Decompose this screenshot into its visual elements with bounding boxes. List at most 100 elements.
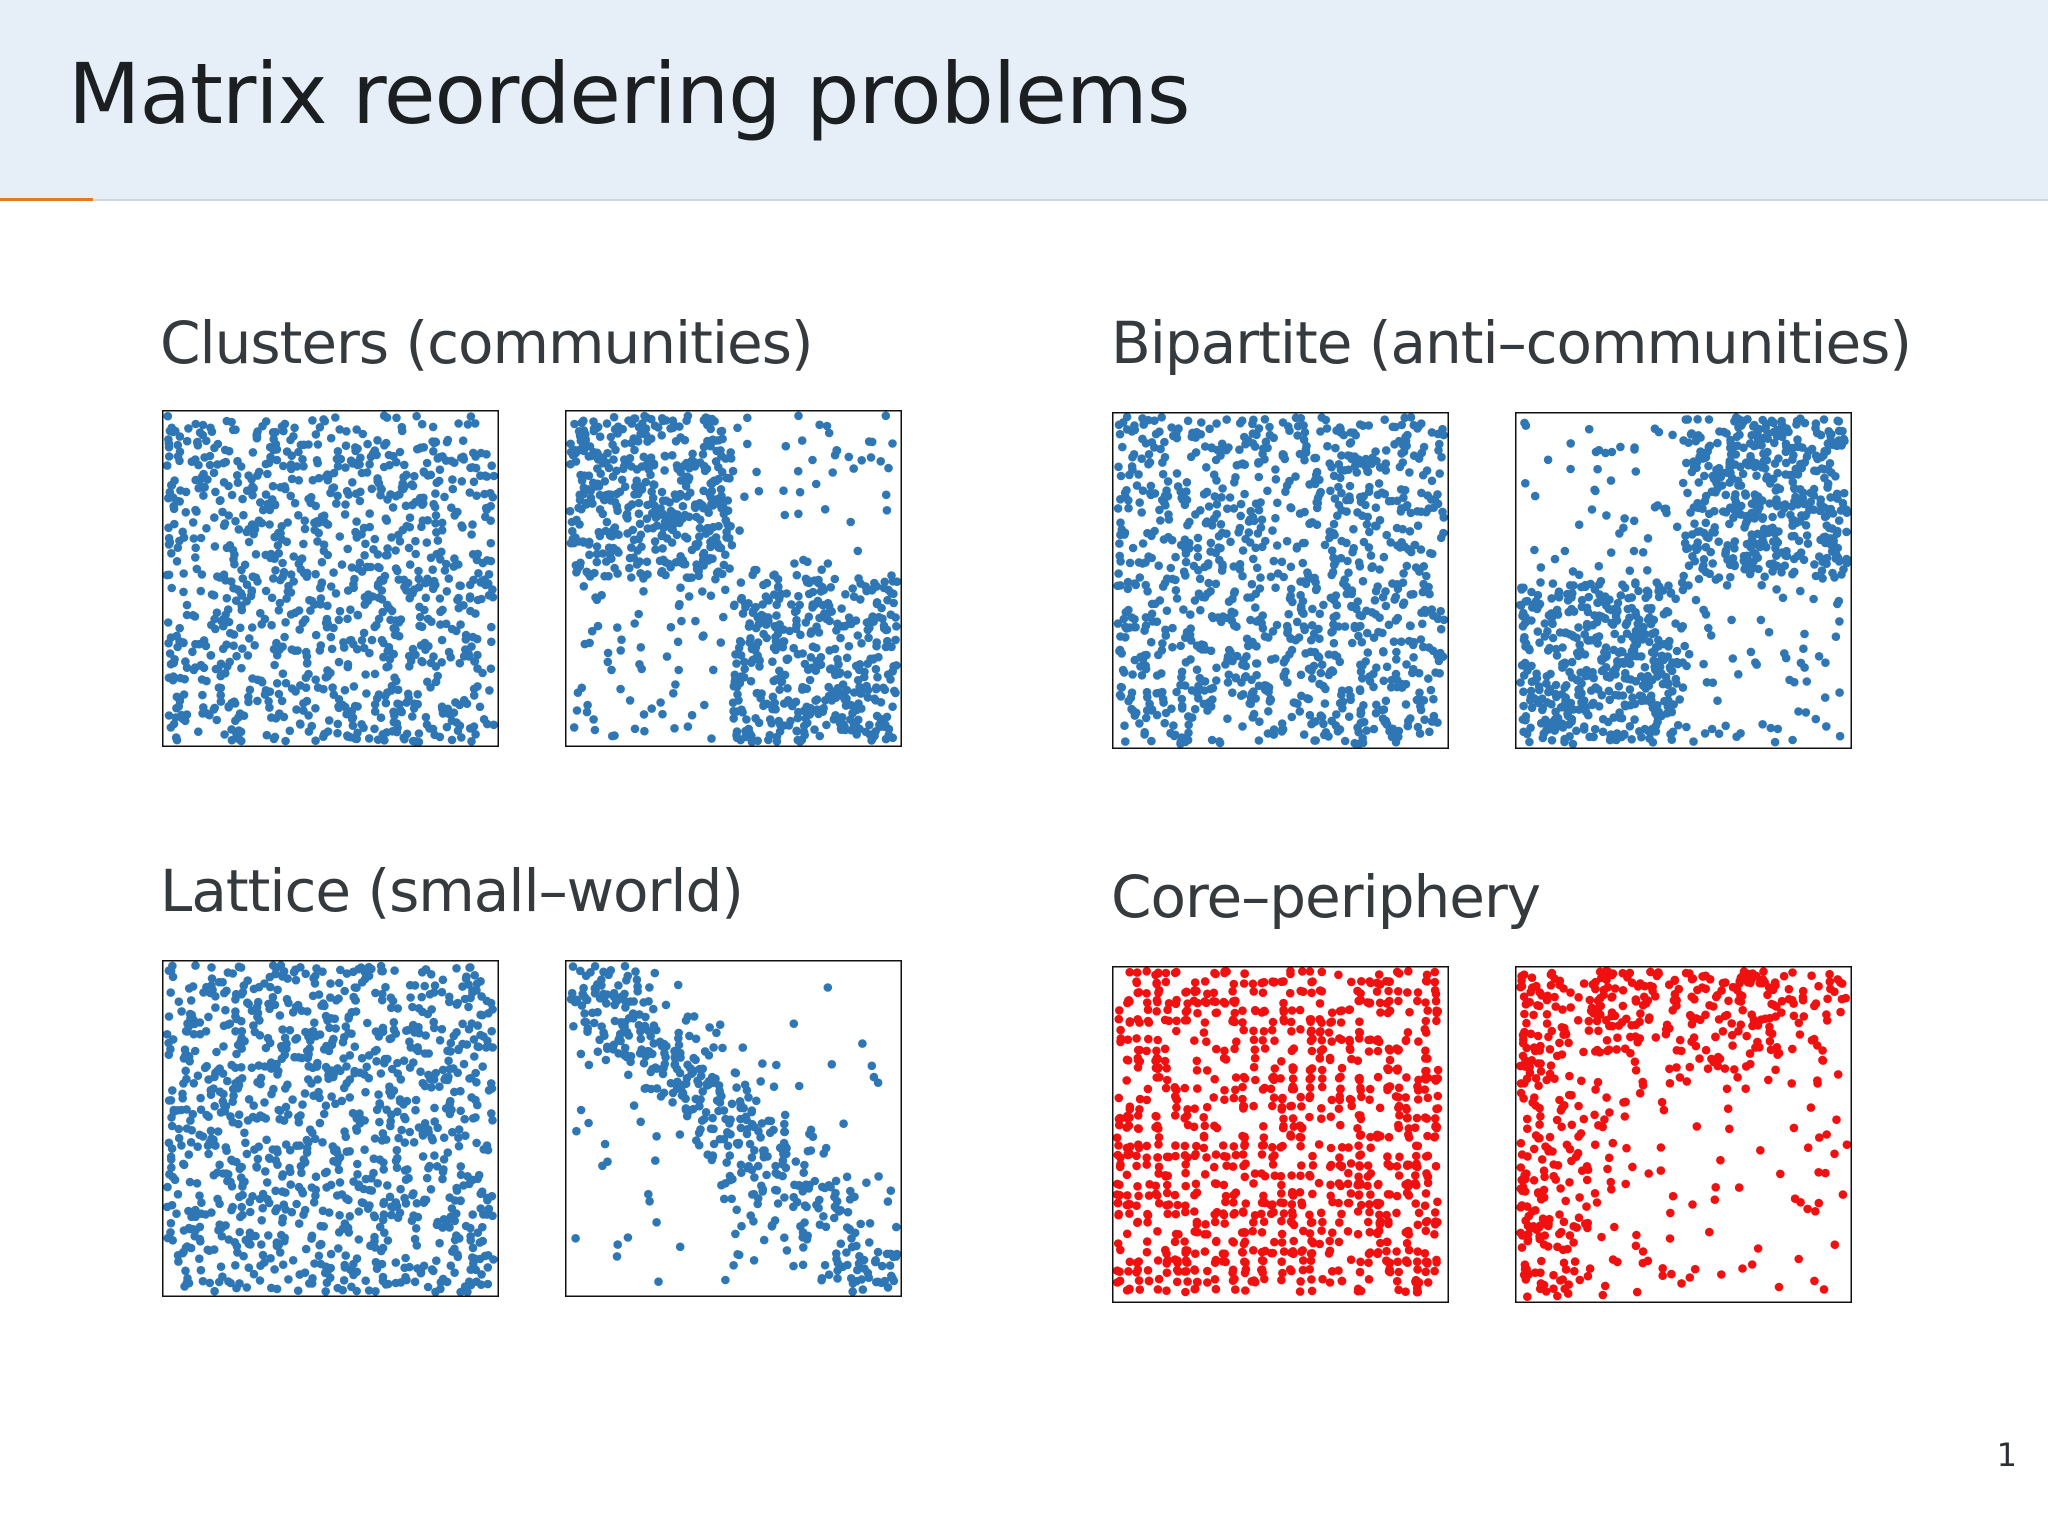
matrix-dot (852, 727, 862, 736)
matrix-dot (267, 593, 277, 603)
matrix-dot (1331, 443, 1340, 453)
matrix-dot (247, 1006, 257, 1015)
matrix-dot (245, 1197, 255, 1207)
matrix-dot (1682, 722, 1691, 732)
matrix-dot (1393, 496, 1402, 506)
matrix-dot (574, 503, 583, 513)
matrix-dot (1128, 670, 1137, 679)
matrix-dot (1300, 455, 1309, 465)
matrix-dot (1804, 447, 1813, 456)
matrix-dot (164, 523, 173, 533)
matrix-dot (174, 1257, 183, 1266)
matrix-dot (892, 622, 901, 631)
matrix-dot (627, 500, 637, 509)
matrix-dot (1242, 652, 1251, 661)
matrix-dot (1212, 676, 1221, 685)
matrix-dot (1745, 569, 1755, 579)
matrix-dot (1378, 592, 1388, 602)
matrix-dot (1232, 622, 1241, 631)
matrix-dot (1768, 523, 1777, 533)
matrix-dot (210, 1072, 219, 1082)
matrix-dot (691, 616, 700, 626)
matrix-dot (299, 462, 308, 471)
matrix-dot (1842, 508, 1852, 517)
matrix-dot (320, 518, 330, 527)
matrix-dot (1296, 670, 1306, 680)
matrix-dot (593, 621, 603, 631)
matrix-dot (166, 1155, 176, 1164)
matrix-dot (195, 1254, 204, 1263)
matrix-dot (891, 635, 900, 645)
matrix-dot (421, 1031, 431, 1040)
matrix-dot (787, 600, 796, 609)
matrix-dot (1168, 623, 1177, 633)
matrix-dot (1613, 660, 1622, 670)
matrix-dot (227, 490, 237, 500)
matrix-dot (630, 445, 639, 455)
matrix-dot (1793, 551, 1802, 561)
matrix-dot (729, 706, 738, 716)
matrix-dot (794, 591, 803, 601)
matrix-dot (408, 1020, 418, 1030)
matrix-dot (1428, 549, 1437, 559)
matrix-dot (588, 478, 598, 488)
matrix-dot (705, 553, 715, 563)
matrix-dot (1225, 493, 1235, 502)
matrix-dot (234, 1110, 244, 1119)
matrix-dot (376, 1246, 386, 1256)
matrix-dot (844, 452, 854, 462)
matrix-dot (667, 538, 677, 547)
matrix-dot (1265, 422, 1274, 432)
matrix-dot (172, 631, 181, 641)
matrix-dot (1393, 584, 1403, 594)
matrix-dot (1358, 511, 1367, 520)
matrix-dot (1583, 607, 1593, 617)
matrix-dot (1271, 654, 1280, 663)
matrix-dot (174, 702, 184, 711)
matrix-dot (1362, 520, 1372, 529)
matrix-dot (245, 634, 254, 643)
matrix-dot (236, 623, 245, 633)
matrix-dot (1536, 563, 1546, 572)
matrix-dot (448, 475, 457, 484)
matrix-dot (1378, 714, 1388, 723)
matrix-dot (211, 1003, 220, 1012)
matrix-dot (290, 423, 299, 433)
matrix-dot (1552, 605, 1562, 615)
matrix-dot (278, 1218, 287, 1227)
matrix-dot (218, 977, 227, 987)
matrix-dot (1590, 724, 1600, 734)
matrix-dot (315, 646, 325, 655)
matrix-dot (1307, 719, 1316, 729)
matrix-dot (1357, 674, 1367, 683)
matrix-dot (1291, 413, 1301, 423)
matrix-dot (1439, 528, 1448, 538)
matrix-dot (579, 446, 589, 456)
matrix-dot (1550, 715, 1560, 724)
matrix-dot (1675, 695, 1684, 704)
matrix-dot (703, 420, 712, 430)
matrix-dot (1835, 731, 1845, 741)
matrix-dot (226, 628, 235, 638)
matrix-dot (372, 620, 381, 630)
matrix-dot (691, 540, 701, 549)
matrix-dot (1520, 418, 1529, 428)
matrix-dot (254, 516, 264, 525)
matrix-dot (251, 550, 261, 559)
matrix-dot (1372, 456, 1381, 466)
matrix-dot (337, 560, 347, 569)
matrix-dot (1568, 739, 1578, 749)
matrix-dot (1701, 452, 1711, 462)
matrix-dot (1334, 622, 1343, 631)
matrix-dot (1519, 687, 1528, 697)
matrix-dot (465, 1179, 474, 1189)
matrix-dot (1627, 735, 1636, 744)
matrix-dot (437, 658, 447, 667)
matrix-dot (475, 1238, 485, 1247)
matrix-dot (1831, 632, 1841, 641)
matrix-bipartite-reordered (1515, 412, 1852, 749)
matrix-dot (271, 439, 281, 449)
matrix-dot (1567, 673, 1577, 682)
matrix-dot (1710, 523, 1719, 532)
matrix-dot (301, 1244, 311, 1254)
